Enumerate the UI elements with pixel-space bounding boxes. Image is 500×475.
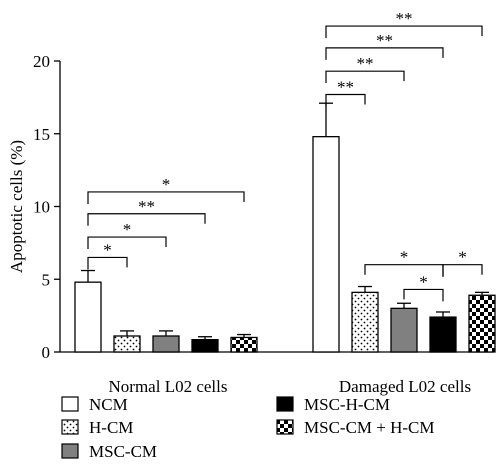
y-tick-label: 0 (42, 343, 51, 362)
significance-label: * (123, 220, 132, 239)
bar (351, 291, 379, 353)
significance-label: ** (376, 31, 393, 50)
significance-bracket (325, 47, 444, 60)
y-tick-label: 10 (33, 198, 50, 217)
axes (54, 60, 493, 353)
significance-bracket (87, 236, 167, 250)
bar (152, 335, 180, 353)
significance-bracket (325, 25, 483, 39)
significance-bracket (87, 191, 245, 204)
significance-label: * (103, 240, 112, 259)
y-tick-label: 15 (33, 125, 50, 144)
bar (390, 307, 418, 353)
labels: 0 5 10 15 20 Apoptotic cells (%) Normal L02 ce… (7, 9, 471, 396)
y-tick-label: 20 (33, 52, 50, 71)
bar (113, 335, 141, 353)
significance-label: * (400, 248, 409, 267)
legend-swatch (61, 419, 79, 435)
legend-label: NCM (89, 395, 128, 414)
legend-label: H-CM (89, 418, 133, 437)
y-tick-label: 5 (42, 270, 51, 289)
bar (429, 316, 457, 353)
significance-label: * (162, 175, 171, 194)
bar (191, 338, 219, 353)
significance-label: ** (396, 9, 413, 28)
bars (74, 136, 496, 353)
legend-label: MSC-H-CM (304, 395, 390, 414)
significance-bracket (403, 288, 444, 302)
legend-label: MSC-CM (89, 442, 157, 461)
bar (74, 281, 102, 353)
legend-label: MSC-CM + H-CM (304, 418, 435, 437)
significance-label: ** (357, 54, 374, 73)
significance-bracket (87, 213, 206, 226)
bar (312, 136, 340, 353)
significance-brackets (87, 25, 483, 302)
bar (230, 336, 258, 353)
legend: NCM H-CM MSC-CM MSC-H-CM MSC-CM + H-CM (61, 395, 435, 461)
significance-label: * (419, 272, 428, 291)
significance-label: * (458, 248, 467, 267)
legend-swatch (276, 396, 294, 412)
group-label: Damaged L02 cells (339, 377, 471, 396)
significance-bracket (325, 70, 405, 84)
bar (468, 294, 496, 353)
group-label: Normal L02 cells (109, 377, 228, 396)
legend-swatch (61, 443, 79, 459)
significance-label: ** (138, 197, 155, 216)
legend-swatch (61, 396, 79, 412)
error-bars (81, 102, 489, 340)
significance-bracket (87, 256, 128, 270)
significance-bracket (442, 264, 483, 277)
significance-label: ** (337, 77, 354, 96)
legend-swatch (276, 419, 294, 435)
y-axis-title: Apoptotic cells (%) (7, 140, 26, 273)
significance-bracket (325, 93, 366, 107)
